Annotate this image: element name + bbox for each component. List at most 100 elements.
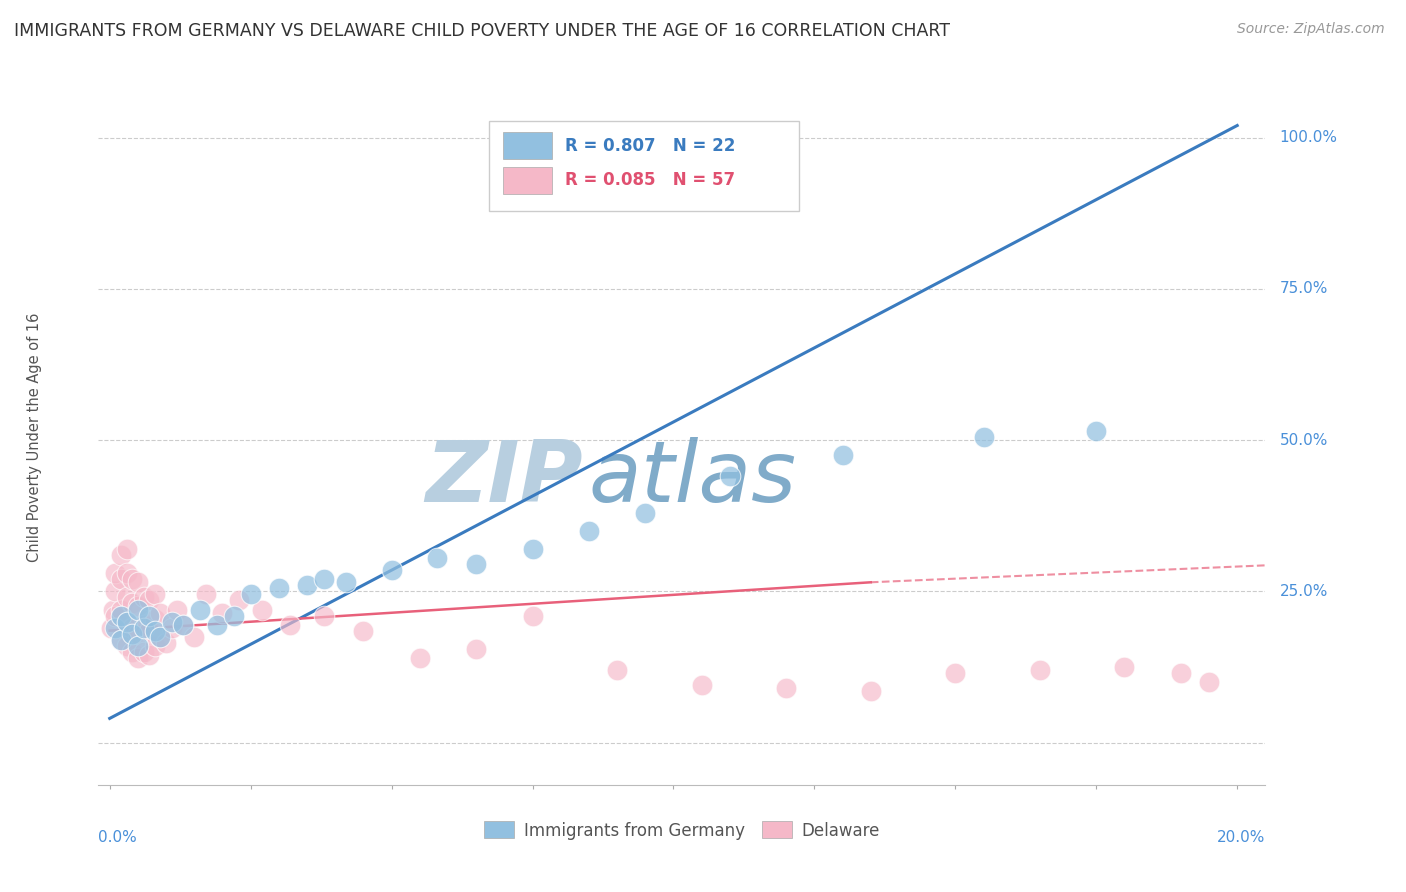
Point [465,641,488,656]
Text: 75.0%: 75.0% [1279,281,1327,296]
Point [138,608,160,623]
Point [222,608,245,623]
Point [775,681,797,695]
Text: Child Poverty Under the Age of 16: Child Poverty Under the Age of 16 [27,312,42,562]
Point [160,615,183,629]
Text: Source: ZipAtlas.com: Source: ZipAtlas.com [1237,22,1385,37]
Point [138,593,160,607]
Point [267,582,290,596]
Point [101,602,124,616]
FancyBboxPatch shape [489,120,799,211]
Point [1114,660,1136,674]
Point [127,639,149,653]
Point [110,572,132,586]
Point [132,645,155,659]
Point [718,469,741,483]
Point [634,506,657,520]
Point [143,624,166,638]
Text: R = 0.085   N = 57: R = 0.085 N = 57 [565,171,735,189]
Point [127,602,149,616]
Point [160,621,183,635]
Point [690,678,713,692]
Point [115,541,138,556]
Point [578,524,600,538]
Text: 20.0%: 20.0% [1218,830,1265,846]
Point [127,599,149,614]
Point [1085,424,1108,438]
Text: R = 0.807   N = 22: R = 0.807 N = 22 [565,136,735,154]
Point [211,606,233,620]
Point [143,639,166,653]
Point [149,630,172,644]
Point [465,557,488,571]
Point [205,617,228,632]
Point [104,566,127,581]
Point [132,591,155,605]
Text: IMMIGRANTS FROM GERMANY VS DELAWARE CHILD POVERTY UNDER THE AGE OF 16 CORRELATIO: IMMIGRANTS FROM GERMANY VS DELAWARE CHIL… [14,22,950,40]
Point [335,575,357,590]
Point [381,563,404,577]
Point [1170,666,1192,681]
Point [943,666,966,681]
Point [121,621,143,635]
Point [104,584,127,599]
Point [228,593,250,607]
Point [352,624,374,638]
Point [522,541,544,556]
Point [104,621,127,635]
Point [143,587,166,601]
Point [522,608,544,623]
Point [121,572,143,586]
Point [312,608,335,623]
Point [172,617,194,632]
Point [859,684,882,698]
Point [138,624,160,638]
Text: 50.0%: 50.0% [1279,433,1327,448]
FancyBboxPatch shape [503,132,553,159]
Point [127,575,149,590]
Point [295,578,318,592]
Point [973,430,995,444]
Point [250,602,273,616]
Point [132,617,155,632]
Point [110,632,132,647]
Text: atlas: atlas [589,437,797,520]
Point [121,626,143,640]
Point [110,548,132,562]
Point [100,621,122,635]
Point [121,645,143,659]
Point [110,632,132,647]
Point [183,630,205,644]
Point [239,587,262,601]
Text: 100.0%: 100.0% [1279,130,1337,145]
Point [409,651,432,665]
Point [143,611,166,625]
Legend: Immigrants from Germany, Delaware: Immigrants from Germany, Delaware [477,814,887,847]
Point [831,448,853,462]
Point [278,617,301,632]
Point [121,597,143,611]
Point [127,651,149,665]
Point [426,551,449,566]
Point [115,639,138,653]
Point [115,566,138,581]
Point [110,608,132,623]
Point [188,602,211,616]
Point [149,606,172,620]
Point [115,615,138,629]
Point [1198,675,1220,690]
Point [1029,663,1052,677]
FancyBboxPatch shape [503,167,553,194]
Point [155,636,177,650]
Point [115,591,138,605]
Text: 25.0%: 25.0% [1279,584,1327,599]
Point [194,587,217,601]
Point [312,572,335,586]
Point [132,621,155,635]
Point [606,663,628,677]
Point [166,602,188,616]
Point [138,648,160,662]
Point [127,626,149,640]
Point [149,630,172,644]
Point [104,608,127,623]
